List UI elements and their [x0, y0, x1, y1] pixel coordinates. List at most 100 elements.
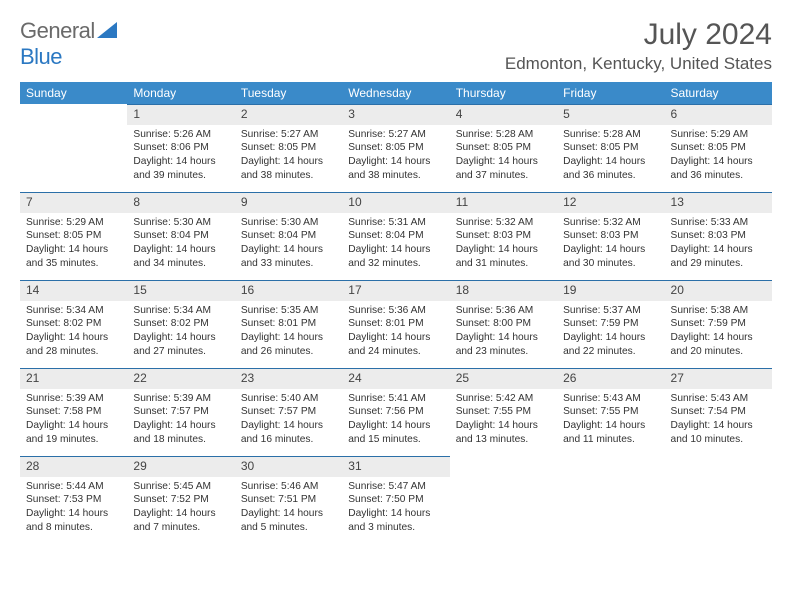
- calendar-day-cell: 4Sunrise: 5:28 AMSunset: 8:05 PMDaylight…: [450, 104, 557, 192]
- day-number: 21: [20, 368, 127, 389]
- calendar-week-row: 14Sunrise: 5:34 AMSunset: 8:02 PMDayligh…: [20, 280, 772, 368]
- calendar-day-cell: 13Sunrise: 5:33 AMSunset: 8:03 PMDayligh…: [665, 192, 772, 280]
- page-header: General Blue July 2024 Edmonton, Kentuck…: [20, 18, 772, 74]
- calendar-day-cell: 7Sunrise: 5:29 AMSunset: 8:05 PMDaylight…: [20, 192, 127, 280]
- day-number: 1: [127, 104, 234, 125]
- day-details: Sunrise: 5:27 AMSunset: 8:05 PMDaylight:…: [235, 125, 342, 189]
- title-block: July 2024 Edmonton, Kentucky, United Sta…: [505, 18, 772, 74]
- calendar-day-cell: 10Sunrise: 5:31 AMSunset: 8:04 PMDayligh…: [342, 192, 449, 280]
- brand-logo: General Blue: [20, 18, 117, 70]
- day-number: 25: [450, 368, 557, 389]
- day-details: Sunrise: 5:31 AMSunset: 8:04 PMDaylight:…: [342, 213, 449, 277]
- day-header: Thursday: [450, 82, 557, 104]
- day-number: 16: [235, 280, 342, 301]
- calendar-day-cell: [20, 104, 127, 192]
- calendar-day-cell: 22Sunrise: 5:39 AMSunset: 7:57 PMDayligh…: [127, 368, 234, 456]
- day-details: Sunrise: 5:28 AMSunset: 8:05 PMDaylight:…: [557, 125, 664, 189]
- calendar-day-cell: [557, 456, 664, 544]
- calendar-page: General Blue July 2024 Edmonton, Kentuck…: [0, 0, 792, 554]
- day-details: Sunrise: 5:32 AMSunset: 8:03 PMDaylight:…: [557, 213, 664, 277]
- calendar-day-cell: 1Sunrise: 5:26 AMSunset: 8:06 PMDaylight…: [127, 104, 234, 192]
- calendar-day-cell: 2Sunrise: 5:27 AMSunset: 8:05 PMDaylight…: [235, 104, 342, 192]
- day-details: Sunrise: 5:43 AMSunset: 7:54 PMDaylight:…: [665, 389, 772, 453]
- calendar-week-row: 28Sunrise: 5:44 AMSunset: 7:53 PMDayligh…: [20, 456, 772, 544]
- day-number: 18: [450, 280, 557, 301]
- day-details: Sunrise: 5:41 AMSunset: 7:56 PMDaylight:…: [342, 389, 449, 453]
- calendar-day-cell: 9Sunrise: 5:30 AMSunset: 8:04 PMDaylight…: [235, 192, 342, 280]
- day-details: Sunrise: 5:39 AMSunset: 7:57 PMDaylight:…: [127, 389, 234, 453]
- day-details: Sunrise: 5:40 AMSunset: 7:57 PMDaylight:…: [235, 389, 342, 453]
- calendar-day-cell: 14Sunrise: 5:34 AMSunset: 8:02 PMDayligh…: [20, 280, 127, 368]
- calendar-day-cell: 28Sunrise: 5:44 AMSunset: 7:53 PMDayligh…: [20, 456, 127, 544]
- day-details: Sunrise: 5:43 AMSunset: 7:55 PMDaylight:…: [557, 389, 664, 453]
- day-header: Saturday: [665, 82, 772, 104]
- day-header: Wednesday: [342, 82, 449, 104]
- day-details: Sunrise: 5:34 AMSunset: 8:02 PMDaylight:…: [20, 301, 127, 365]
- calendar-day-cell: 19Sunrise: 5:37 AMSunset: 7:59 PMDayligh…: [557, 280, 664, 368]
- day-header: Tuesday: [235, 82, 342, 104]
- location-subtitle: Edmonton, Kentucky, United States: [505, 54, 772, 74]
- day-details: Sunrise: 5:30 AMSunset: 8:04 PMDaylight:…: [235, 213, 342, 277]
- calendar-day-cell: 5Sunrise: 5:28 AMSunset: 8:05 PMDaylight…: [557, 104, 664, 192]
- day-number: 14: [20, 280, 127, 301]
- day-number: 26: [557, 368, 664, 389]
- day-number: 23: [235, 368, 342, 389]
- calendar-table: SundayMondayTuesdayWednesdayThursdayFrid…: [20, 82, 772, 544]
- calendar-body: 1Sunrise: 5:26 AMSunset: 8:06 PMDaylight…: [20, 104, 772, 544]
- day-number: 4: [450, 104, 557, 125]
- day-details: Sunrise: 5:44 AMSunset: 7:53 PMDaylight:…: [20, 477, 127, 541]
- day-details: Sunrise: 5:37 AMSunset: 7:59 PMDaylight:…: [557, 301, 664, 365]
- day-number: 29: [127, 456, 234, 477]
- day-details: Sunrise: 5:26 AMSunset: 8:06 PMDaylight:…: [127, 125, 234, 189]
- day-details: Sunrise: 5:29 AMSunset: 8:05 PMDaylight:…: [665, 125, 772, 189]
- calendar-day-cell: 29Sunrise: 5:45 AMSunset: 7:52 PMDayligh…: [127, 456, 234, 544]
- calendar-week-row: 1Sunrise: 5:26 AMSunset: 8:06 PMDaylight…: [20, 104, 772, 192]
- day-header: Sunday: [20, 82, 127, 104]
- day-number: 15: [127, 280, 234, 301]
- day-number: 5: [557, 104, 664, 125]
- logo-triangle-icon: [97, 18, 117, 43]
- calendar-day-cell: 15Sunrise: 5:34 AMSunset: 8:02 PMDayligh…: [127, 280, 234, 368]
- month-title: July 2024: [505, 18, 772, 52]
- day-number: 13: [665, 192, 772, 213]
- logo-text-2: Blue: [20, 44, 62, 69]
- day-details: Sunrise: 5:35 AMSunset: 8:01 PMDaylight:…: [235, 301, 342, 365]
- calendar-day-cell: 8Sunrise: 5:30 AMSunset: 8:04 PMDaylight…: [127, 192, 234, 280]
- logo-text-1: General: [20, 18, 95, 43]
- day-number: 8: [127, 192, 234, 213]
- day-details: Sunrise: 5:32 AMSunset: 8:03 PMDaylight:…: [450, 213, 557, 277]
- day-details: Sunrise: 5:28 AMSunset: 8:05 PMDaylight:…: [450, 125, 557, 189]
- calendar-day-cell: 31Sunrise: 5:47 AMSunset: 7:50 PMDayligh…: [342, 456, 449, 544]
- day-header: Friday: [557, 82, 664, 104]
- calendar-day-cell: 23Sunrise: 5:40 AMSunset: 7:57 PMDayligh…: [235, 368, 342, 456]
- calendar-week-row: 7Sunrise: 5:29 AMSunset: 8:05 PMDaylight…: [20, 192, 772, 280]
- day-header: Monday: [127, 82, 234, 104]
- day-details: Sunrise: 5:36 AMSunset: 8:00 PMDaylight:…: [450, 301, 557, 365]
- calendar-day-cell: 26Sunrise: 5:43 AMSunset: 7:55 PMDayligh…: [557, 368, 664, 456]
- day-number: 27: [665, 368, 772, 389]
- calendar-day-cell: [450, 456, 557, 544]
- calendar-day-cell: 25Sunrise: 5:42 AMSunset: 7:55 PMDayligh…: [450, 368, 557, 456]
- day-number: 20: [665, 280, 772, 301]
- calendar-day-cell: [665, 456, 772, 544]
- day-number: 12: [557, 192, 664, 213]
- calendar-day-cell: 18Sunrise: 5:36 AMSunset: 8:00 PMDayligh…: [450, 280, 557, 368]
- calendar-day-cell: 16Sunrise: 5:35 AMSunset: 8:01 PMDayligh…: [235, 280, 342, 368]
- day-number: 6: [665, 104, 772, 125]
- day-details: Sunrise: 5:30 AMSunset: 8:04 PMDaylight:…: [127, 213, 234, 277]
- calendar-day-cell: 3Sunrise: 5:27 AMSunset: 8:05 PMDaylight…: [342, 104, 449, 192]
- day-details: Sunrise: 5:46 AMSunset: 7:51 PMDaylight:…: [235, 477, 342, 541]
- day-number: 17: [342, 280, 449, 301]
- calendar-day-cell: 30Sunrise: 5:46 AMSunset: 7:51 PMDayligh…: [235, 456, 342, 544]
- day-number: 31: [342, 456, 449, 477]
- day-details: Sunrise: 5:45 AMSunset: 7:52 PMDaylight:…: [127, 477, 234, 541]
- calendar-day-cell: 24Sunrise: 5:41 AMSunset: 7:56 PMDayligh…: [342, 368, 449, 456]
- day-details: Sunrise: 5:36 AMSunset: 8:01 PMDaylight:…: [342, 301, 449, 365]
- day-details: Sunrise: 5:42 AMSunset: 7:55 PMDaylight:…: [450, 389, 557, 453]
- day-number: 19: [557, 280, 664, 301]
- day-number: 22: [127, 368, 234, 389]
- day-details: Sunrise: 5:27 AMSunset: 8:05 PMDaylight:…: [342, 125, 449, 189]
- day-number: 10: [342, 192, 449, 213]
- day-number: 28: [20, 456, 127, 477]
- day-number: 3: [342, 104, 449, 125]
